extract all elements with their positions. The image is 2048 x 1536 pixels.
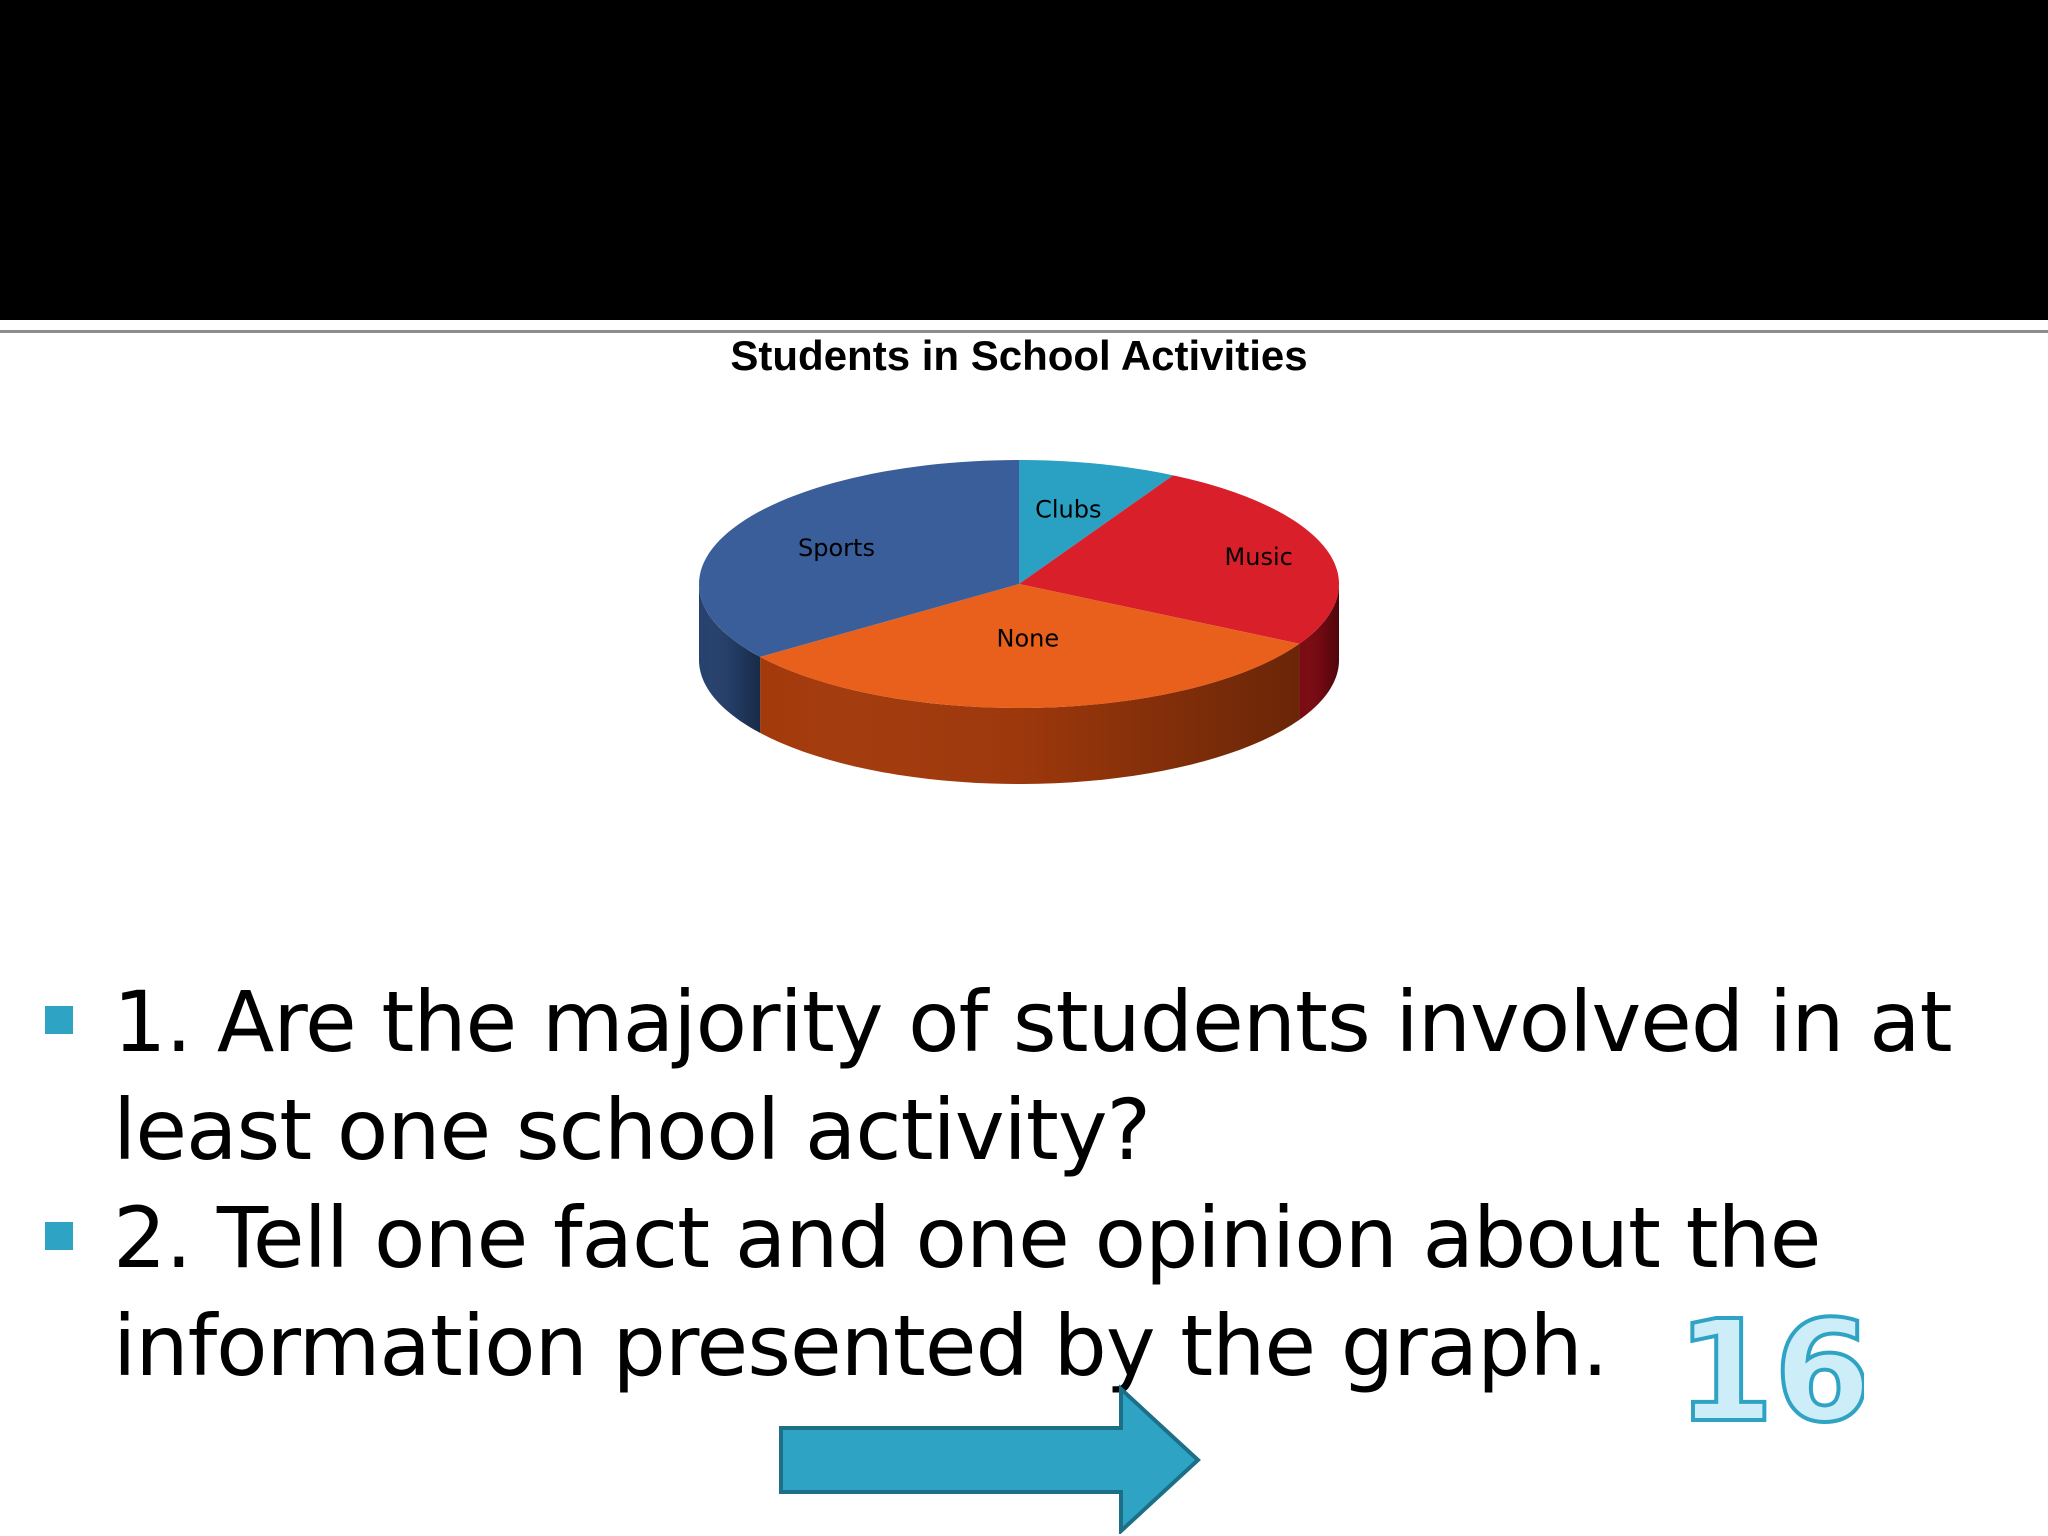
pie-slice-music bbox=[1019, 475, 1339, 644]
question-1: 1. Are the majority of students involved… bbox=[40, 968, 2030, 1184]
bullet-square-icon bbox=[45, 1006, 73, 1034]
page-number: 16 bbox=[1684, 1302, 1864, 1442]
bullet-square-icon bbox=[45, 1222, 73, 1250]
header-divider bbox=[0, 330, 2048, 333]
pie-label-clubs: Clubs bbox=[1035, 496, 1101, 524]
pie-slice-none bbox=[760, 584, 1300, 708]
pie-chart: Clubs Music None Sports bbox=[699, 460, 1339, 784]
pie-side-shade-sports bbox=[699, 584, 761, 733]
pie-side-shade-none bbox=[760, 643, 1300, 784]
pie-label-none: None bbox=[996, 625, 1059, 653]
chart-title: Students in School Activities bbox=[730, 332, 1308, 379]
pie-side-shade-music bbox=[1299, 584, 1339, 720]
pie-labels: Clubs Music None Sports bbox=[798, 496, 1293, 653]
page-number-text: 16 bbox=[1684, 1302, 1864, 1442]
pie-label-music: Music bbox=[1225, 543, 1293, 571]
question-list: 1. Are the majority of students involved… bbox=[40, 968, 2030, 1400]
question-2-text: 2. Tell one fact and one opinion about t… bbox=[113, 1189, 1821, 1395]
question-2: 2. Tell one fact and one opinion about t… bbox=[40, 1184, 2030, 1400]
pie-sides bbox=[699, 584, 1339, 784]
header-bar bbox=[0, 0, 2048, 320]
pie-slice-sports bbox=[699, 460, 1019, 657]
pie-slice-clubs bbox=[1019, 460, 1174, 584]
next-arrow-icon[interactable] bbox=[776, 1384, 1206, 1534]
question-1-text: 1. Are the majority of students involved… bbox=[113, 973, 1953, 1179]
pie-label-sports: Sports bbox=[798, 534, 875, 562]
pie-top bbox=[699, 460, 1339, 708]
